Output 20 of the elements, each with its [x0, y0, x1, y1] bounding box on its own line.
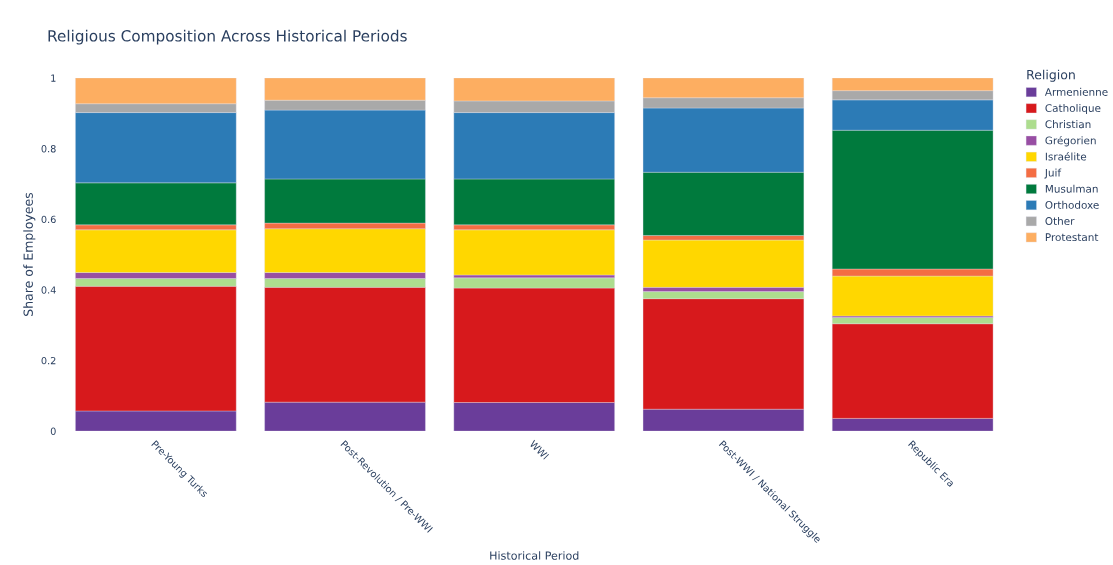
legend-label: Grégorien	[1045, 135, 1096, 147]
legend-label: Protestant	[1045, 233, 1099, 242]
chart-title: Religious Composition Across Historical Periods	[48, 29, 407, 45]
legend-label: Other	[1045, 216, 1075, 225]
legend-label: Israélite	[1045, 152, 1087, 161]
legend-title: Religion	[1027, 69, 1075, 82]
y-tick-label: 0.8	[41, 145, 56, 153]
legend-label: Christian	[1045, 120, 1091, 129]
legend-label: Musulman	[1045, 184, 1098, 193]
y-tick-label: 0.2	[41, 356, 56, 365]
y-tick-label: 0.4	[41, 286, 56, 294]
y-tick-label: 0.6	[41, 215, 56, 224]
y-tick-label: 0	[50, 427, 56, 435]
legend-label: Orthodoxe	[1045, 200, 1099, 209]
x-axis-title: Historical Period	[490, 551, 579, 560]
legend-label: Catholique	[1045, 103, 1101, 115]
legend-label: Juif	[1044, 168, 1062, 179]
legend-label: Armenienne	[1044, 87, 1108, 96]
y-axis-title: Share of Employees	[23, 192, 36, 316]
y-tick-label: 1	[51, 74, 56, 82]
